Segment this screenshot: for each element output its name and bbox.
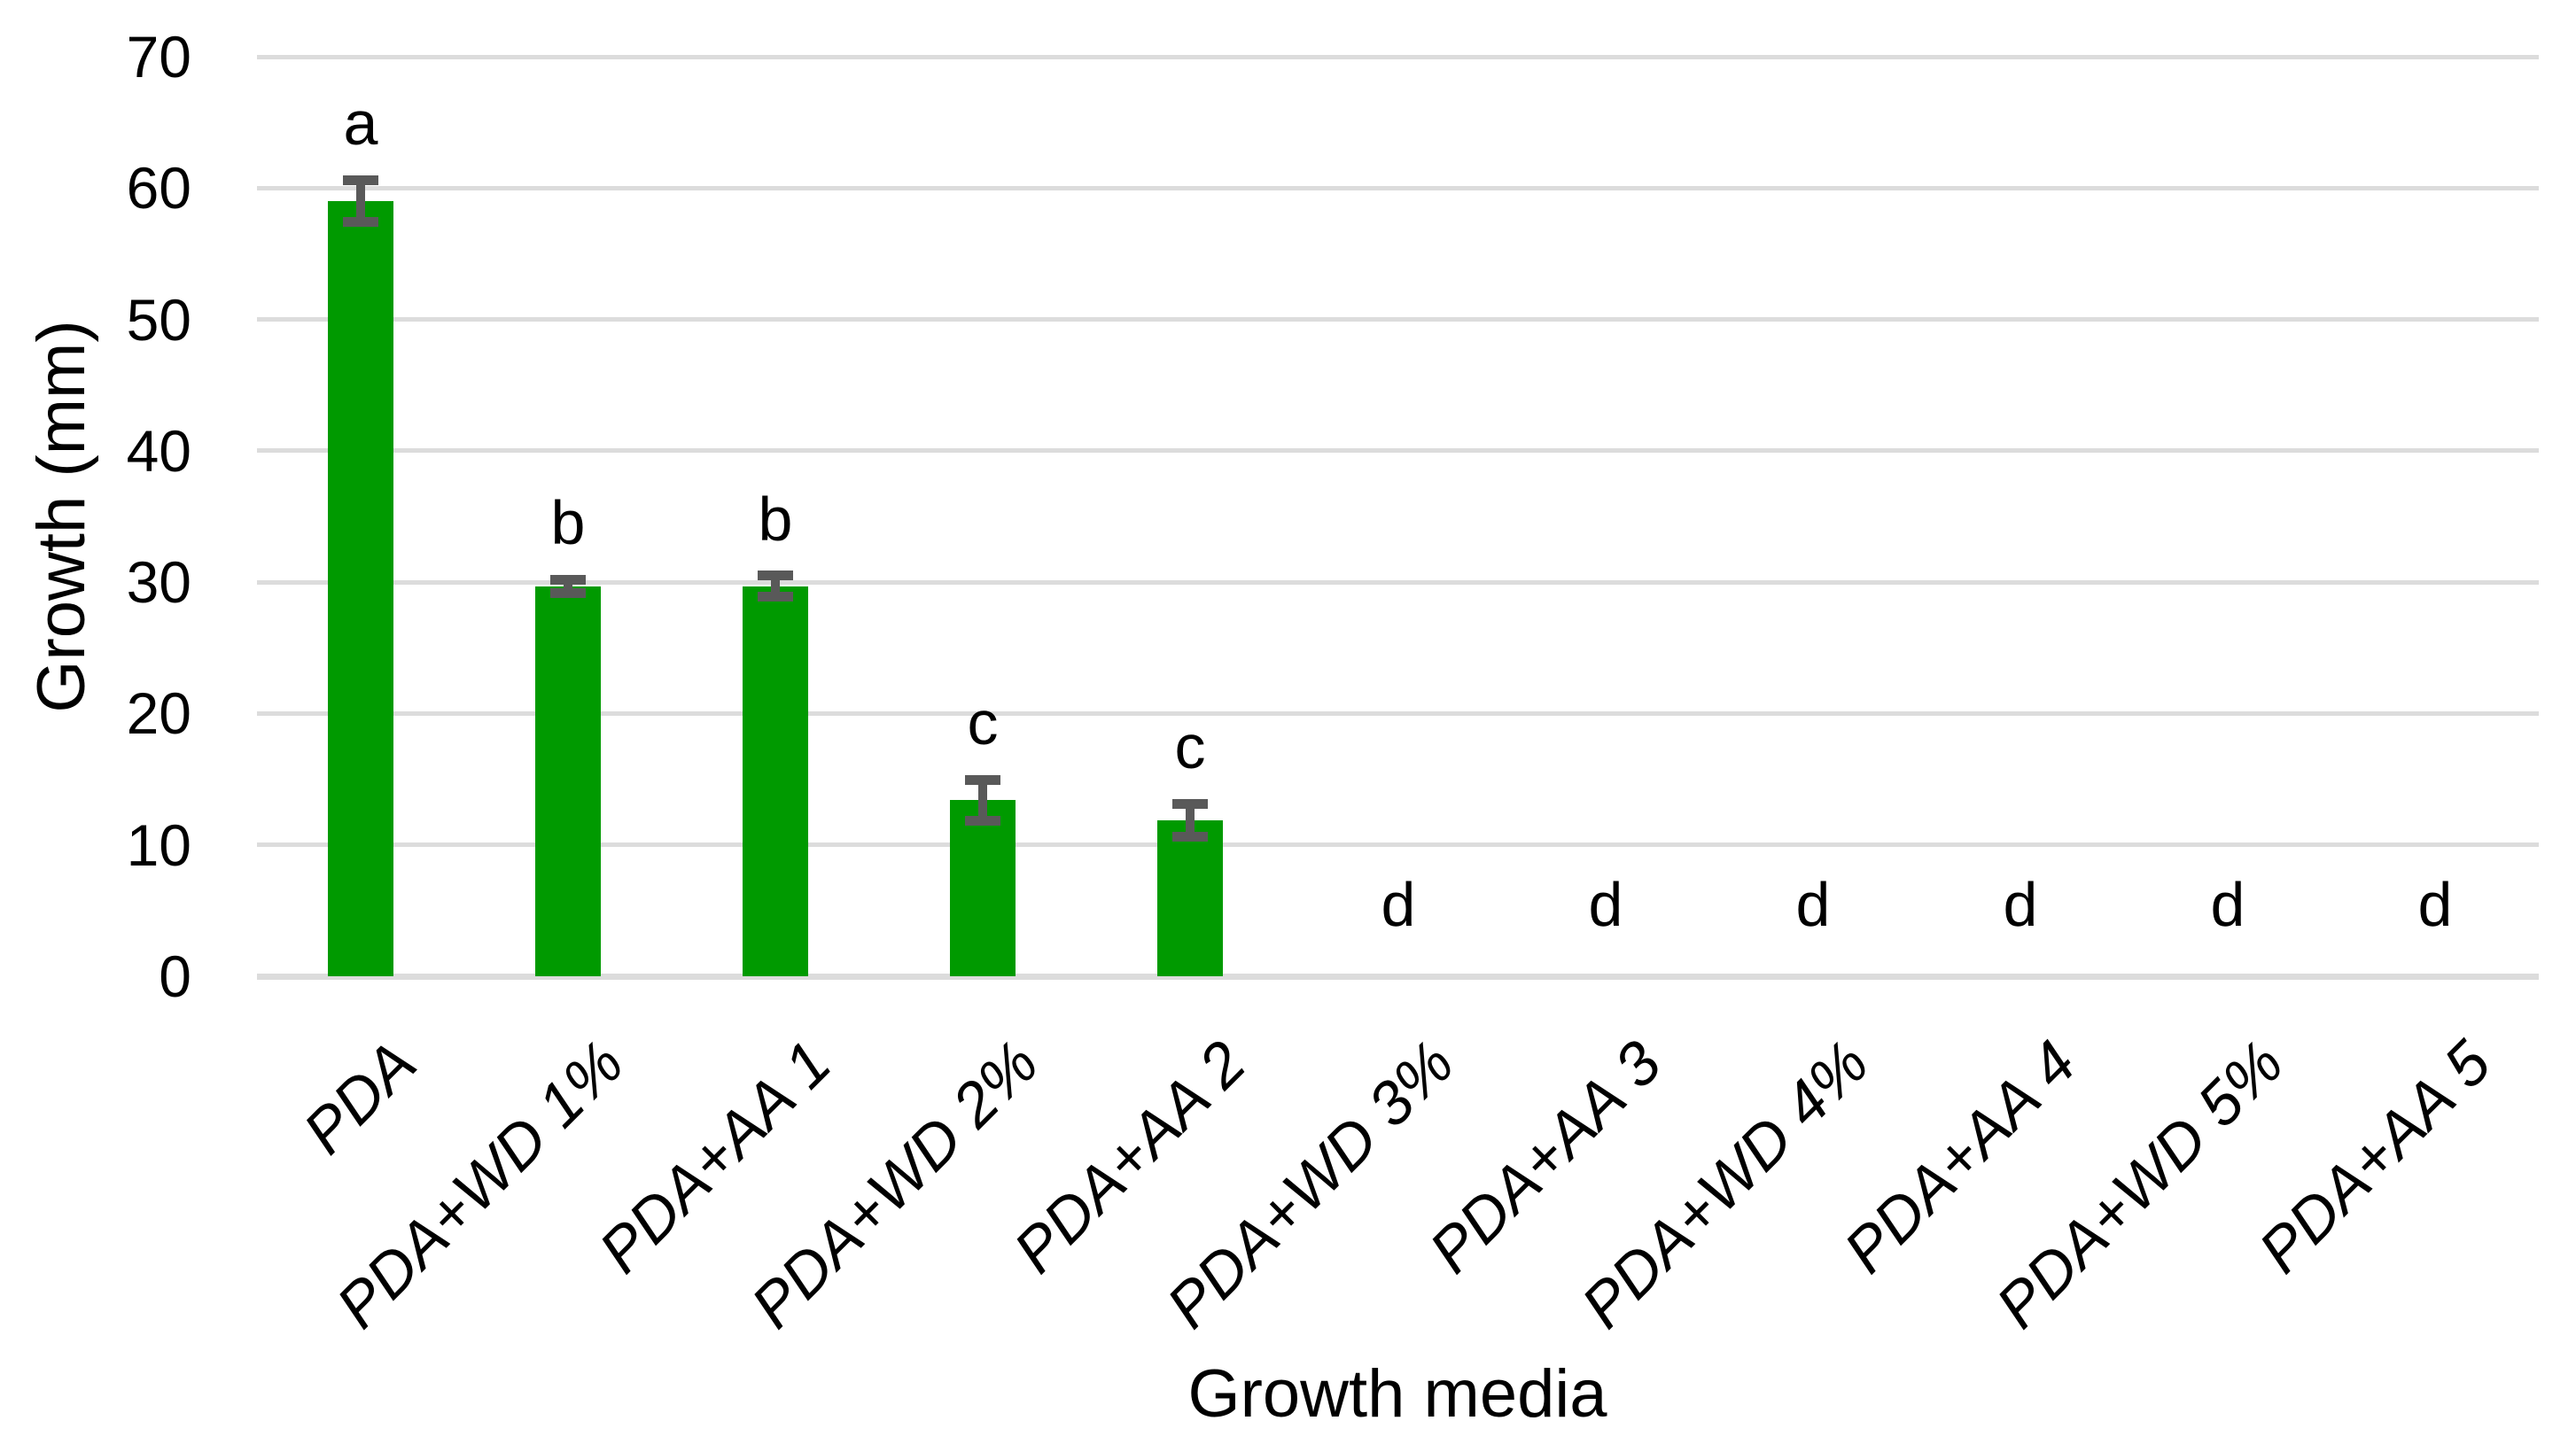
bar [950,800,1016,976]
significance-letter: b [758,485,793,554]
error-bar-bottom-cap [965,816,1000,826]
error-bar-stem [564,579,572,593]
error-bar-stem [356,180,365,221]
x-category-label: PDA [290,1028,430,1168]
significance-letter: b [550,488,586,557]
y-tick-label: 20 [126,680,191,746]
x-axis-baseline [257,974,2539,980]
error-bar-stem [1186,804,1195,836]
error-bar-top-cap [343,175,378,185]
error-bar-bottom-cap [343,217,378,227]
bar [743,586,808,976]
y-gridline [257,842,2539,847]
bar [328,201,393,976]
y-tick-label: 30 [126,549,191,615]
y-gridline [257,448,2539,453]
x-axis-title: Growth media [1187,1356,1607,1432]
error-bar-top-cap [965,775,1000,785]
y-tick-label: 70 [126,24,191,89]
y-gridline [257,711,2539,716]
significance-letter: a [343,89,378,158]
significance-letter: c [967,688,999,757]
significance-letter: c [1174,712,1206,781]
y-gridline [257,317,2539,322]
error-bar-top-cap [758,571,793,580]
significance-letter: d [2417,870,2453,939]
error-bar-stem [978,780,987,820]
y-tick-label: 60 [126,155,191,221]
significance-letter: d [1795,870,1831,939]
bar [535,586,601,976]
y-tick-label: 40 [126,418,191,484]
y-gridline [257,55,2539,59]
error-bar-stem [771,576,780,597]
error-bar-bottom-cap [550,588,586,598]
error-bar-bottom-cap [758,592,793,602]
significance-letter: d [2003,870,2038,939]
significance-letter: d [1588,870,1623,939]
y-tick-label: 10 [126,812,191,878]
significance-letter: d [2210,870,2245,939]
error-bar-top-cap [550,575,586,585]
significance-letter: d [1381,870,1416,939]
y-tick-label: 50 [126,287,191,353]
error-bar-top-cap [1172,799,1208,809]
y-tick-label: 0 [159,943,191,1009]
y-gridline [257,186,2539,190]
error-bar-bottom-cap [1172,832,1208,842]
y-gridline [257,580,2539,585]
bar [1157,820,1223,976]
